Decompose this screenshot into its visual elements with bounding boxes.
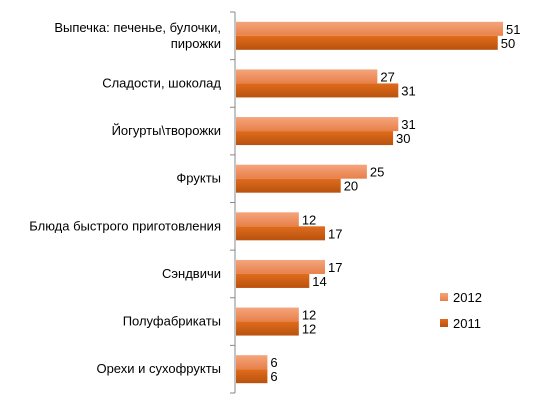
legend-label-2011: 2011 <box>453 316 481 331</box>
data-label-2012-5: 17 <box>328 260 342 275</box>
category-label: Сладости, шоколад <box>102 75 221 90</box>
category-label: Фрукты <box>176 171 221 186</box>
bar-2012-3 <box>236 164 367 179</box>
data-label-2011-2: 30 <box>396 131 410 146</box>
data-label-2012-7: 6 <box>270 355 277 370</box>
legend-label-2012: 2012 <box>453 290 482 305</box>
category-label: Орехи и сухофрукты <box>96 361 221 376</box>
data-label-2011-1: 31 <box>401 83 415 98</box>
data-label-2011-5: 14 <box>312 274 326 289</box>
bar-2012-1 <box>236 69 378 84</box>
bar-2011-4 <box>236 226 325 241</box>
bar-2011-2 <box>236 131 394 146</box>
legend-swatch-2012 <box>440 293 448 301</box>
bar-2011-5 <box>236 273 310 288</box>
bar-2012-7 <box>236 355 268 370</box>
legend-swatch-2011 <box>440 319 448 327</box>
data-label-2011-6: 12 <box>302 322 316 337</box>
data-label-2012-1: 27 <box>380 69 394 84</box>
category-label: Сэндвичи <box>162 266 221 281</box>
data-label-2012-2: 31 <box>401 117 415 132</box>
bar-2011-6 <box>236 321 299 336</box>
category-label: Йогурты\творожки <box>112 123 221 138</box>
data-label-2012-3: 25 <box>370 165 384 180</box>
bar-2011-0 <box>236 35 498 50</box>
bar-2011-1 <box>236 83 399 98</box>
data-label-2012-6: 12 <box>302 308 316 323</box>
bar-2012-6 <box>236 307 299 322</box>
data-label-2011-3: 20 <box>344 179 358 194</box>
data-label-2011-7: 6 <box>270 369 277 384</box>
category-label: Выпечка: печенье, булочки, <box>54 20 221 35</box>
bar-2011-3 <box>236 178 341 193</box>
category-label: Блюда быстрого приготовления <box>29 218 221 233</box>
bar-2012-0 <box>236 21 503 36</box>
data-label-2012-4: 12 <box>302 212 316 227</box>
legend: 2012 2011 <box>440 290 482 331</box>
bar-2012-5 <box>236 259 325 274</box>
bar-2012-4 <box>236 212 299 227</box>
data-label-2012-0: 51 <box>506 22 520 37</box>
category-label: Полуфабрикаты <box>123 314 221 329</box>
bar-2012-2 <box>236 117 399 132</box>
data-label-2011-0: 50 <box>501 36 515 51</box>
bar-2011-7 <box>236 369 268 384</box>
category-label: пирожки <box>171 36 221 51</box>
data-label-2011-4: 17 <box>328 226 342 241</box>
